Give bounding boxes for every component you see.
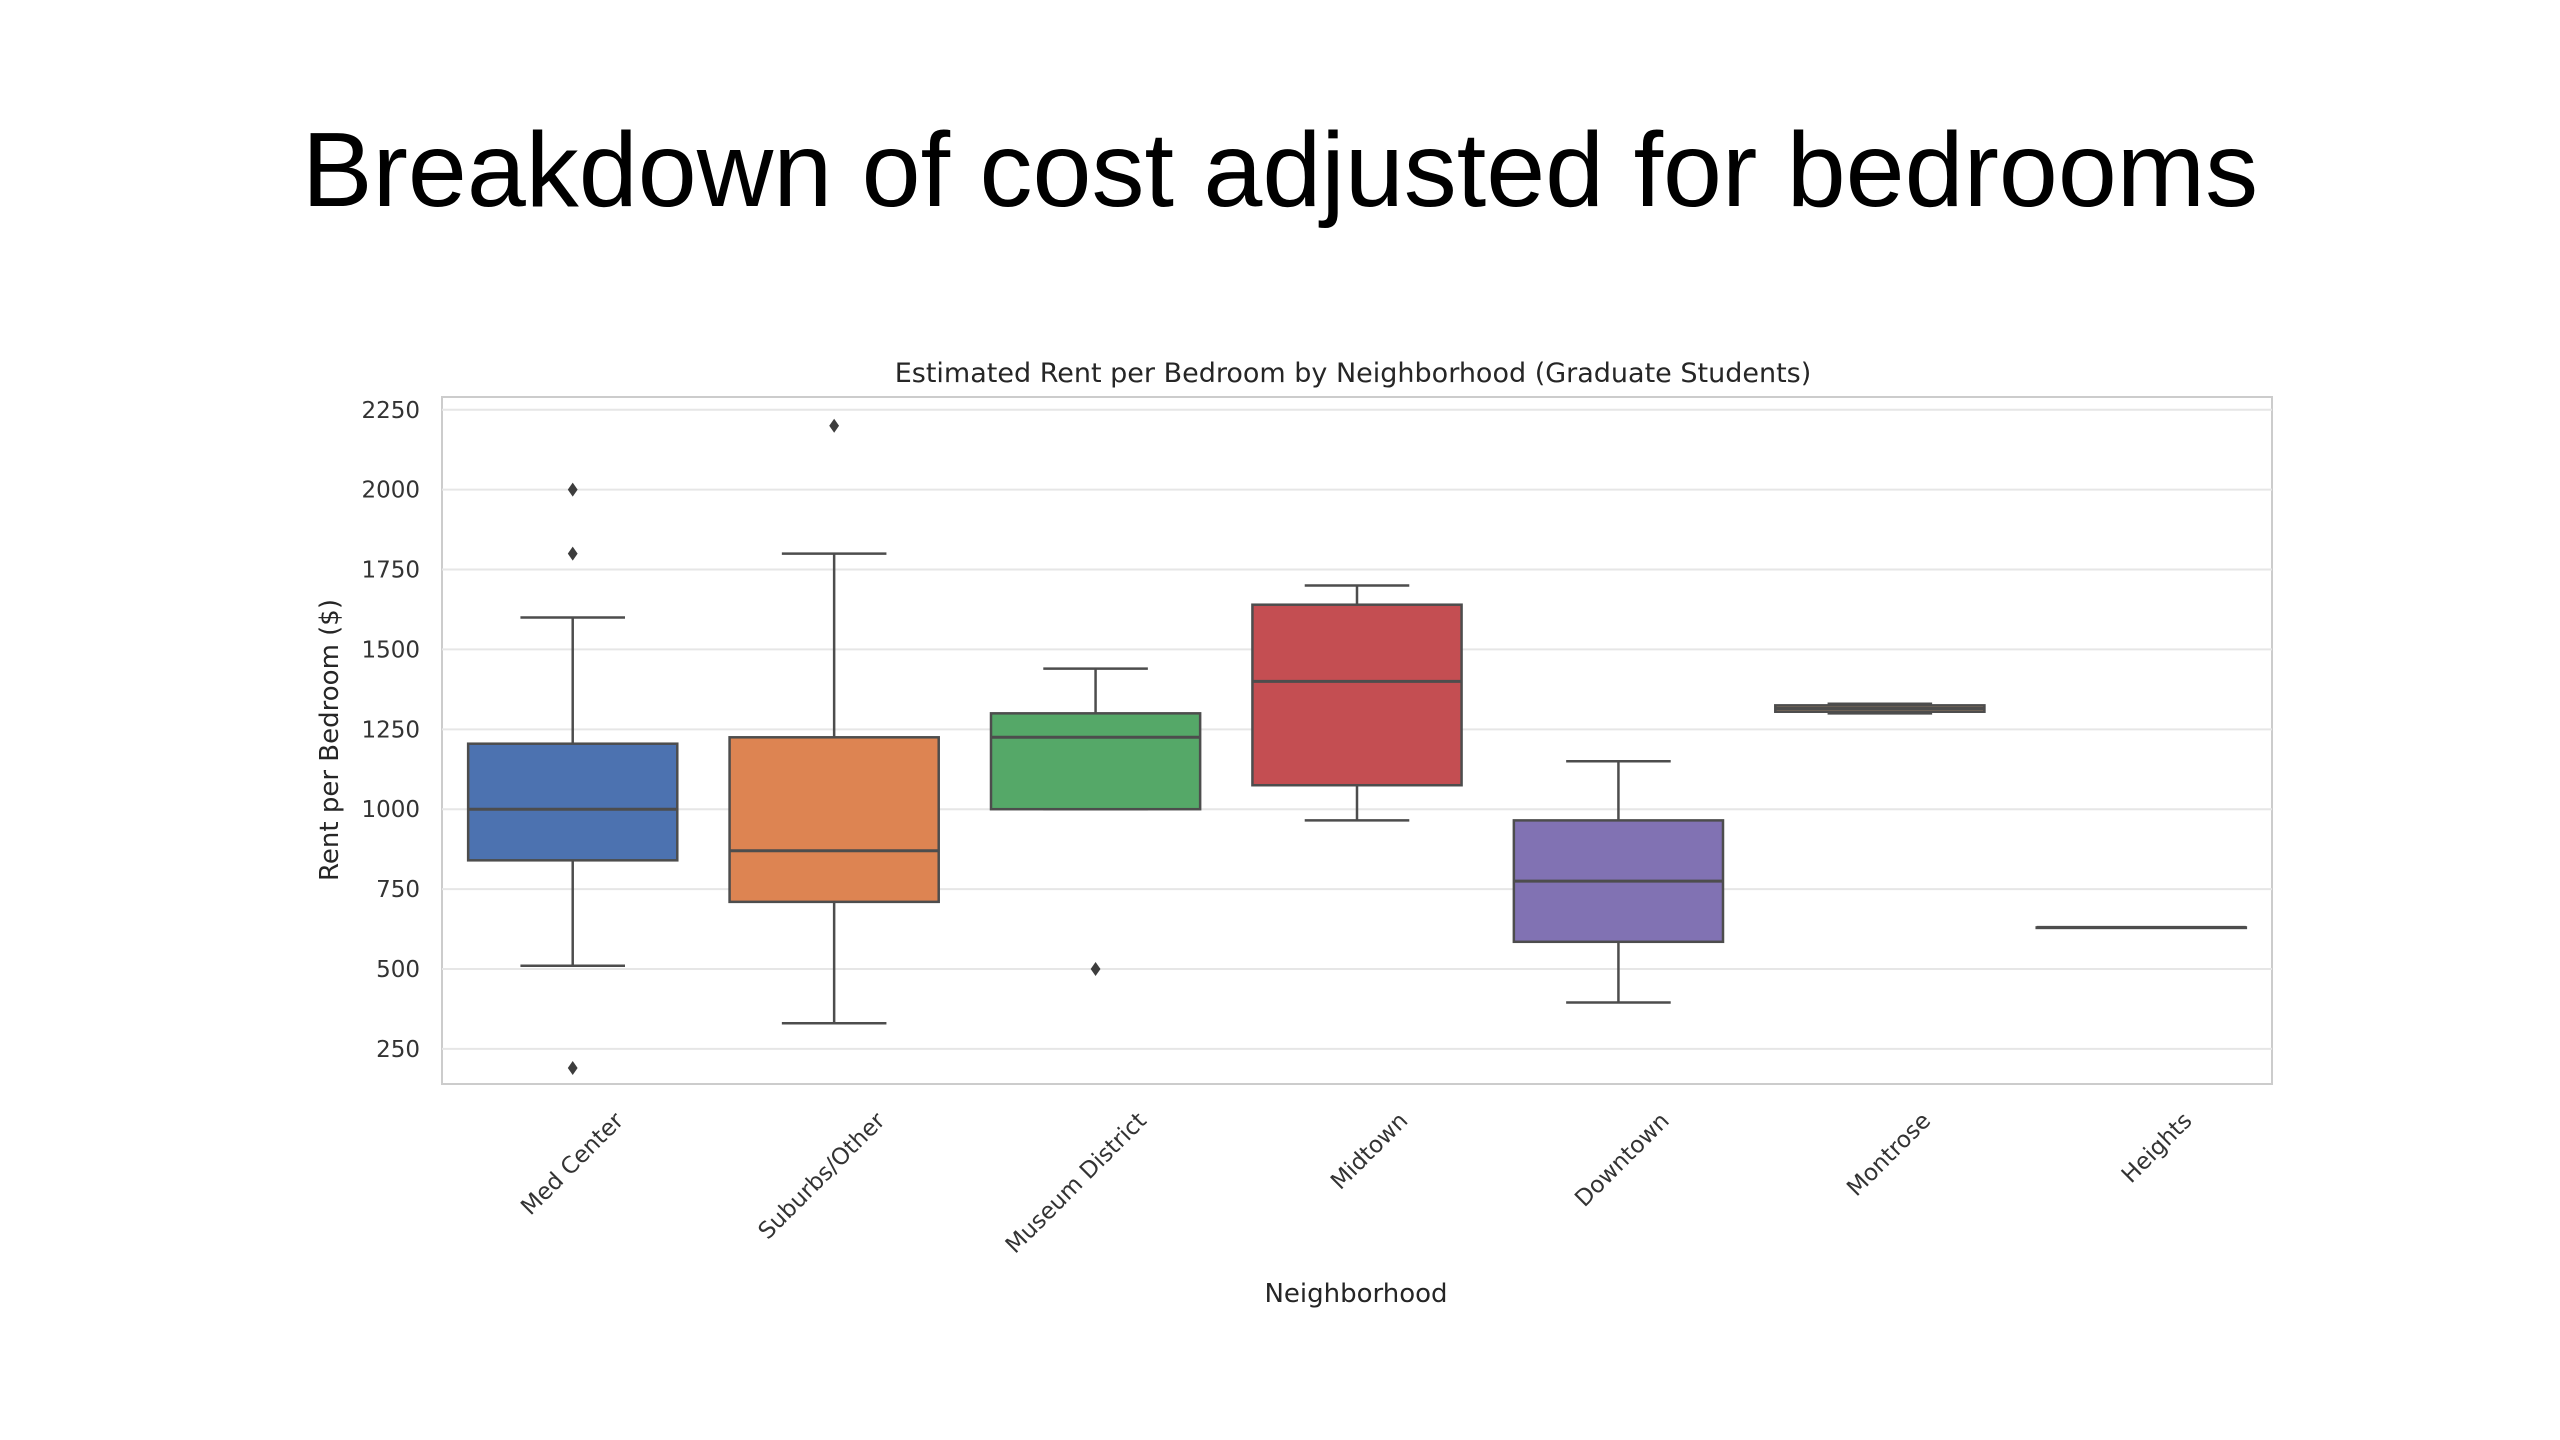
- y-axis-label: Rent per Bedroom ($): [315, 599, 345, 881]
- x-tick-label: Midtown: [1326, 1108, 1413, 1195]
- y-tick-labels: 250 500 750 1000 1250 1500 1750 2000 2250: [361, 398, 420, 1063]
- y-tick-label: 1750: [361, 558, 420, 584]
- y-tick-label: 1000: [361, 797, 420, 823]
- outlier-point: [567, 1061, 578, 1076]
- outlier-point: [1090, 961, 1101, 976]
- x-tick-label: Montrose: [1842, 1108, 1936, 1202]
- y-tick-label: 500: [376, 957, 420, 983]
- box-group-montrose: [1774, 702, 1986, 715]
- box-suburbs-other: [728, 736, 940, 904]
- box-med-center: [466, 742, 679, 862]
- outlier-point: [567, 482, 578, 497]
- slide-title: Breakdown of cost adjusted for bedrooms: [301, 111, 2259, 229]
- x-tick-label: Downtown: [1570, 1108, 1674, 1212]
- boxes-layer: [466, 418, 2248, 1076]
- chart-title: Estimated Rent per Bedroom by Neighborho…: [895, 358, 1812, 389]
- x-axis-label: Neighborhood: [1264, 1279, 1447, 1309]
- y-tick-label: 1500: [361, 637, 420, 663]
- x-tick-label: Suburbs/Other: [754, 1107, 891, 1244]
- box-museum-district: [989, 712, 1202, 811]
- y-tick-label: 1250: [361, 717, 420, 743]
- box-group-med-center: [466, 482, 679, 1076]
- outlier-point: [567, 546, 578, 561]
- y-tick-label: 2250: [361, 398, 420, 424]
- box-group-suburbs-other: [728, 418, 940, 1025]
- box-group-downtown: [1512, 760, 1725, 1004]
- x-tick-label: Museum District: [1001, 1108, 1152, 1259]
- x-tick-labels: Med Center Suburbs/Other Museum District Mi…: [516, 1107, 2197, 1258]
- box-group-museum-district: [989, 667, 1202, 976]
- y-tick-label: 250: [376, 1037, 420, 1063]
- box-midtown: [1251, 603, 1463, 787]
- y-tick-label: 750: [376, 877, 420, 903]
- outlier-point: [829, 418, 840, 433]
- y-tick-label: 2000: [361, 478, 420, 504]
- x-tick-label: Med Center: [516, 1107, 629, 1220]
- x-tick-label: Heights: [2117, 1108, 2198, 1189]
- box-group-midtown: [1251, 584, 1463, 822]
- box-group-heights: [2035, 925, 2248, 930]
